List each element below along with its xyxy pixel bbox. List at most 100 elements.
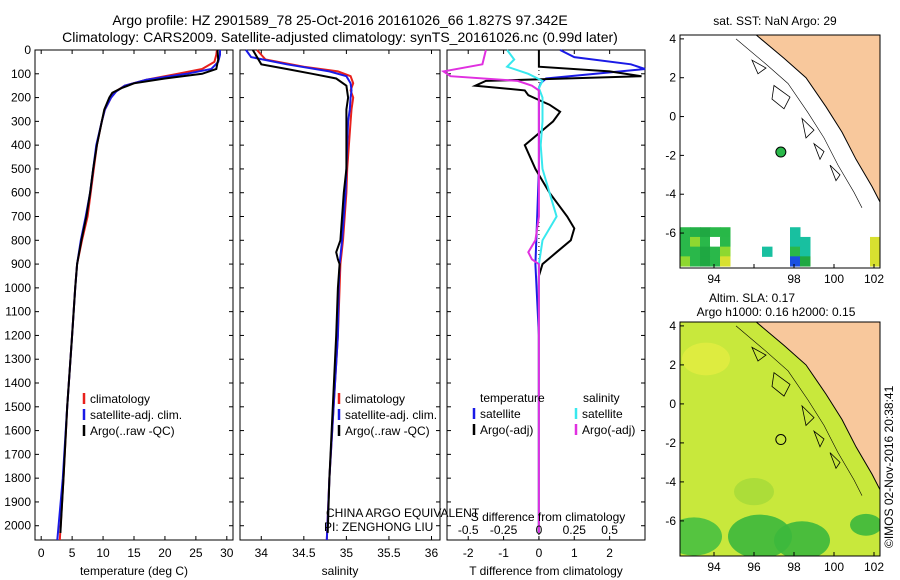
sst-map-title: sat. SST: NaN Argo: 29 bbox=[713, 14, 837, 28]
shelf-contour bbox=[735, 325, 863, 496]
depth-tick-label: 900 bbox=[11, 257, 31, 271]
difference-panel: -2 -1 0 1 2 T difference from climatology -0.5… bbox=[440, 49, 646, 578]
depth-tick-label: 1000 bbox=[4, 281, 31, 295]
x-tick-label: 36 bbox=[425, 546, 439, 560]
lat-tick-label: 0 bbox=[669, 110, 676, 124]
depth-tick-label: 200 bbox=[11, 91, 31, 105]
depth-tick-label: 100 bbox=[11, 67, 31, 81]
sumatra-landmass bbox=[755, 322, 880, 492]
sst-data-cell bbox=[790, 236, 801, 248]
shelf-contour bbox=[735, 38, 863, 208]
sst-data-cell bbox=[680, 236, 691, 248]
sla-anomaly-patch bbox=[774, 521, 830, 556]
sst-data-cell bbox=[710, 246, 721, 257]
sst-data-cell bbox=[870, 236, 880, 248]
sst-data-cell bbox=[700, 256, 711, 267]
differences-frame bbox=[446, 49, 646, 541]
lon-tick-label: 100 bbox=[824, 560, 844, 574]
top-tick-label: 0.25 bbox=[563, 523, 587, 537]
legend-title-salinity: salinity bbox=[583, 391, 620, 405]
sst_map-frame bbox=[679, 34, 881, 269]
x-tick-label: -2 bbox=[463, 546, 474, 560]
sst-data-cell bbox=[700, 227, 711, 238]
depth-tick-label: 600 bbox=[11, 186, 31, 200]
top-tick-label: 0.5 bbox=[601, 523, 618, 537]
sst-data-cell bbox=[800, 236, 811, 248]
depth-tick-label: 700 bbox=[11, 210, 31, 224]
depth-tick-label: 2000 bbox=[4, 519, 31, 533]
depth-tick-label: 1400 bbox=[4, 376, 31, 390]
legend-label: Argo(-adj) bbox=[582, 423, 635, 437]
lat-tick-label: -2 bbox=[665, 148, 676, 162]
sst-data-cell bbox=[710, 256, 721, 267]
legend-label: climatology bbox=[345, 392, 405, 406]
x-tick-label: 15 bbox=[127, 546, 141, 560]
lat-tick-label: -6 bbox=[665, 514, 676, 528]
lon-tick-label: 98 bbox=[787, 560, 801, 574]
legend-title-temperature: temperature bbox=[480, 391, 545, 405]
island-outline bbox=[751, 59, 767, 75]
lat-tick-label: 4 bbox=[669, 319, 676, 333]
legend-label: satellite bbox=[480, 407, 521, 421]
sst-data-cell bbox=[870, 256, 880, 267]
lon-tick-label: 94 bbox=[707, 560, 721, 574]
salinity-xlabel: salinity bbox=[322, 564, 359, 578]
depth-tick-label: 1300 bbox=[4, 352, 31, 366]
depth-tick-label: 300 bbox=[11, 114, 31, 128]
sst-data-cell bbox=[800, 256, 811, 267]
sst-data-cell bbox=[680, 227, 691, 238]
sla-anomaly-patch bbox=[850, 513, 880, 536]
x-tick-label: 34.5 bbox=[292, 546, 316, 560]
sst-data-cell bbox=[720, 236, 731, 248]
top-tick-label: 0 bbox=[536, 523, 543, 537]
sst-data-cell bbox=[800, 246, 811, 257]
depth-tick-label: 1100 bbox=[5, 305, 31, 319]
island-outline bbox=[801, 404, 815, 427]
lat-tick-label: 4 bbox=[669, 32, 676, 46]
sla-anomaly-patch bbox=[682, 342, 730, 376]
sst-data-cell bbox=[790, 227, 801, 238]
header-line-1: Argo profile: HZ 2901589_78 25-Oct-2016 … bbox=[112, 12, 567, 28]
sla-map-subtitle: Argo h1000: 0.16 h2000: 0.15 bbox=[697, 305, 856, 319]
legend-label: satellite-adj. clim. bbox=[90, 408, 182, 422]
sst-data-cell bbox=[790, 256, 801, 267]
sumatra-landmass bbox=[755, 35, 880, 205]
x-tick-label: 35.5 bbox=[377, 546, 401, 560]
x-tick-label: 0 bbox=[38, 546, 45, 560]
depth-tick-label: 400 bbox=[11, 138, 31, 152]
sst-data-cell bbox=[720, 256, 731, 267]
sst-data-cell bbox=[762, 246, 773, 257]
sla-anomaly-patch bbox=[734, 478, 774, 506]
argo-float-marker bbox=[775, 146, 787, 158]
sst-data-cell bbox=[690, 246, 701, 257]
x-tick-label: 5 bbox=[69, 546, 76, 560]
lon-tick-label: 102 bbox=[864, 272, 884, 286]
lon-tick-label: 98 bbox=[787, 272, 801, 286]
lat-tick-label: -4 bbox=[665, 187, 676, 201]
temperature-panel: 0100200300400500600700800900100011001200… bbox=[4, 43, 234, 578]
sst-data-cell bbox=[700, 236, 711, 248]
salinity-series-line bbox=[251, 49, 350, 533]
sst-data-cell bbox=[710, 227, 721, 238]
island-outline bbox=[829, 452, 841, 470]
depth-tick-label: 800 bbox=[11, 233, 31, 247]
island-outline bbox=[801, 117, 815, 139]
lon-tick-label: 96 bbox=[747, 560, 761, 574]
depth-tick-label: 1600 bbox=[4, 424, 31, 438]
lat-tick-label: -4 bbox=[665, 475, 676, 489]
temperature-series-line bbox=[59, 49, 220, 533]
sst-data-cell bbox=[680, 246, 691, 257]
sst-data-cell bbox=[690, 227, 701, 238]
sla-anomaly-patch bbox=[680, 517, 722, 556]
pi-name-label: PI: ZENGHONG LIU bbox=[324, 520, 433, 534]
legend-label: Argo(..raw -QC) bbox=[345, 424, 430, 438]
lat-tick-label: 2 bbox=[669, 71, 676, 85]
depth-tick-label: 1800 bbox=[4, 471, 31, 485]
depth-tick-label: 1500 bbox=[4, 400, 31, 414]
temperature-frame bbox=[34, 49, 234, 541]
x-tick-label: 20 bbox=[158, 546, 172, 560]
x-tick-label: 2 bbox=[606, 546, 613, 560]
sla-map-title: Altim. SLA: 0.17 bbox=[709, 291, 795, 305]
salinity-panel: 34 34.5 35 35.5 36 salinity climatology satelli… bbox=[239, 49, 441, 578]
